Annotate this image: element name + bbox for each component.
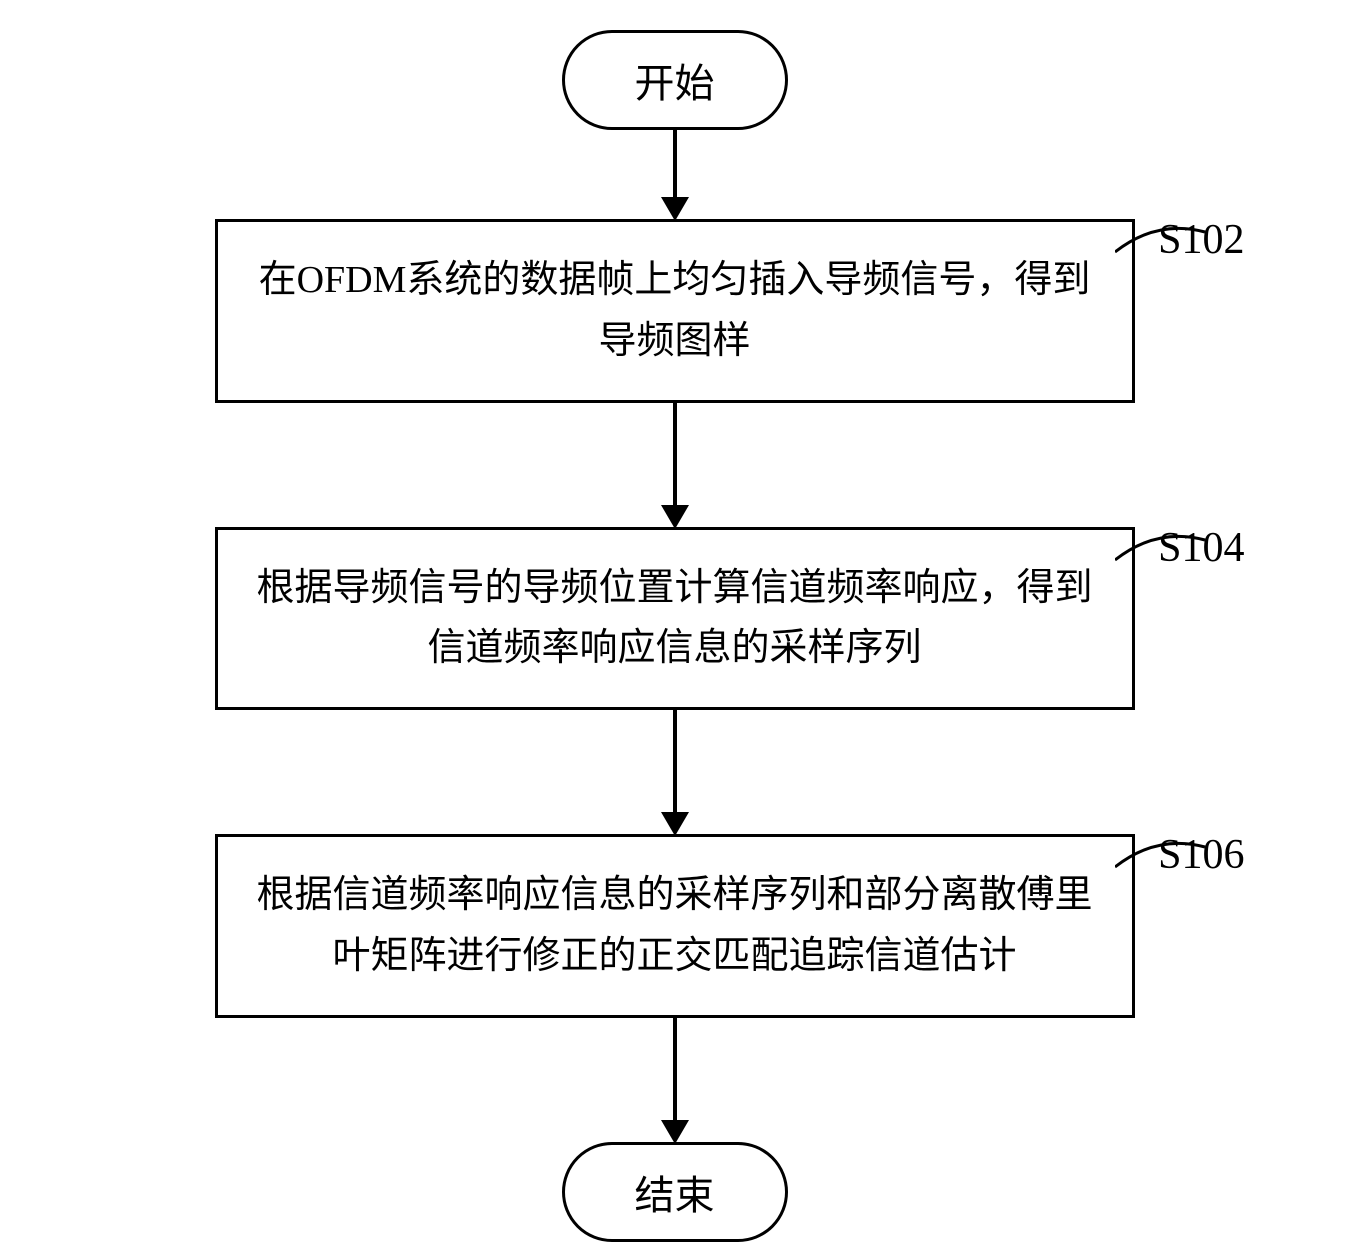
step3-text: 根据信道频率响应信息的采样序列和部分离散傅里叶矩阵进行修正的正交匹配追踪信道估计 <box>256 874 1092 977</box>
arrow-3 <box>661 708 689 836</box>
arrow-line <box>673 1016 677 1121</box>
start-label: 开始 <box>635 61 715 106</box>
arrow-2 <box>661 401 689 529</box>
arrow-line <box>673 708 677 813</box>
arrow-head-icon <box>661 505 689 529</box>
step3-wrapper: 根据信道频率响应信息的采样序列和部分离散傅里叶矩阵进行修正的正交匹配追踪信道估计… <box>125 834 1225 1018</box>
step2-label: S104 <box>1158 524 1244 572</box>
arrow-line <box>673 401 677 506</box>
step1-text: 在OFDM系统的数据帧上均匀插入导频信号，得到导频图样 <box>259 259 1091 362</box>
arrow-1 <box>661 128 689 221</box>
step3-label: S106 <box>1158 831 1244 879</box>
arrow-4 <box>661 1016 689 1144</box>
arrow-head-icon <box>661 1120 689 1144</box>
start-terminal: 开始 <box>562 30 788 130</box>
end-label: 结束 <box>635 1173 715 1218</box>
step1-wrapper: 在OFDM系统的数据帧上均匀插入导频信号，得到导频图样 S102 <box>125 219 1225 403</box>
arrow-head-icon <box>661 197 689 221</box>
arrow-line <box>673 128 677 198</box>
step1-label: S102 <box>1158 216 1244 264</box>
step2-text: 根据导频信号的导频位置计算信道频率响应，得到信道频率响应信息的采样序列 <box>256 567 1092 670</box>
step3-process: 根据信道频率响应信息的采样序列和部分离散傅里叶矩阵进行修正的正交匹配追踪信道估计 <box>215 834 1135 1018</box>
step2-process: 根据导频信号的导频位置计算信道频率响应，得到信道频率响应信息的采样序列 <box>215 527 1135 711</box>
end-terminal: 结束 <box>562 1142 788 1242</box>
arrow-head-icon <box>661 812 689 836</box>
step2-wrapper: 根据导频信号的导频位置计算信道频率响应，得到信道频率响应信息的采样序列 S104 <box>125 527 1225 711</box>
step1-process: 在OFDM系统的数据帧上均匀插入导频信号，得到导频图样 <box>215 219 1135 403</box>
flowchart-container: 开始 在OFDM系统的数据帧上均匀插入导频信号，得到导频图样 S102 根据导频… <box>125 30 1225 1242</box>
